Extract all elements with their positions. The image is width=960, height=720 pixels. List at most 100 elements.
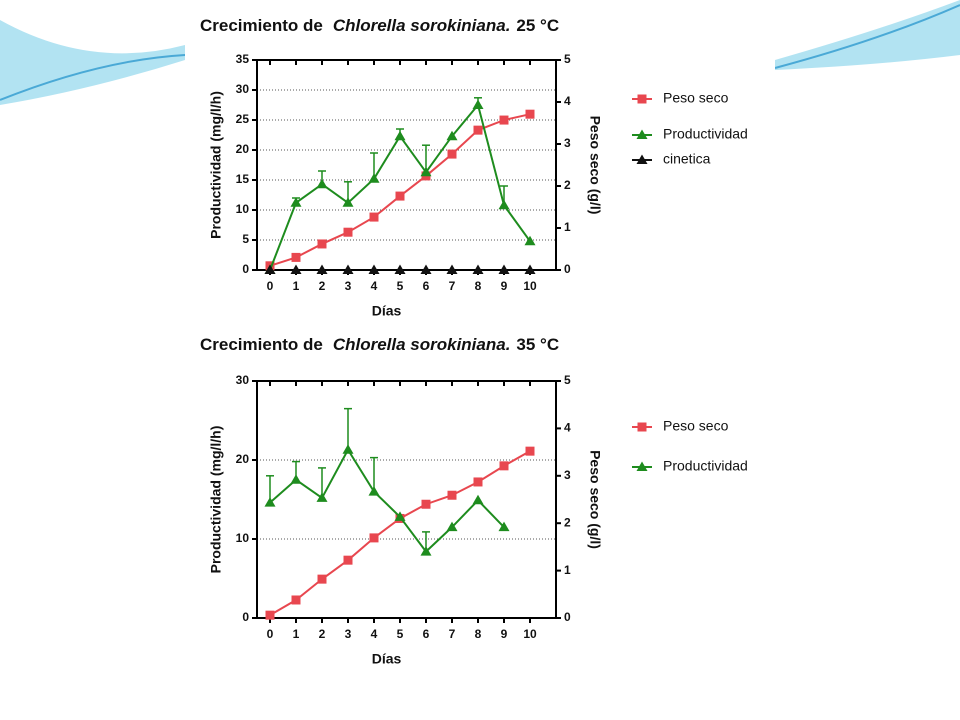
y2-tick-label: 1	[564, 220, 571, 234]
marker	[316, 492, 328, 502]
x-axis-label: Días	[372, 303, 402, 319]
x-tick-label: 2	[319, 279, 326, 293]
marker	[420, 264, 432, 274]
marker	[499, 461, 509, 471]
y2-tick-label: 2	[564, 515, 571, 529]
marker	[317, 239, 327, 249]
y-tick-label: 0	[242, 262, 249, 276]
marker	[498, 521, 510, 532]
y-tick-label: 30	[236, 373, 250, 387]
y2-axis-label: Peso seco (g/l)	[587, 116, 603, 215]
y2-tick-label: 1	[564, 563, 571, 577]
error-bar	[370, 456, 378, 492]
marker	[473, 477, 483, 487]
x-tick-label: 10	[523, 627, 537, 641]
marker	[446, 130, 458, 141]
title-part: Crecimiento de	[200, 335, 323, 354]
plot-frame	[256, 59, 557, 271]
x-tick-label: 2	[319, 627, 326, 641]
y-tick-label: 5	[242, 232, 249, 246]
series-line	[269, 447, 505, 554]
marker	[446, 264, 458, 274]
marker	[420, 166, 432, 177]
marker	[394, 511, 406, 521]
marker	[290, 197, 302, 207]
marker	[369, 212, 379, 222]
y-tick-label: 20	[236, 452, 250, 466]
y2-tick-label: 4	[564, 94, 571, 108]
y-tick-label: 30	[236, 82, 250, 96]
legend-marker	[636, 461, 648, 471]
title-part: Chlorella sorokiniana.	[333, 16, 511, 35]
title-part: Chlorella sorokiniana.	[333, 335, 511, 354]
legend-marker	[636, 154, 648, 164]
x-tick-label: 1	[293, 279, 300, 293]
marker	[368, 486, 380, 496]
legend-marker	[637, 422, 647, 432]
plot-frame	[256, 380, 557, 619]
marker	[447, 149, 457, 159]
swoosh	[775, 0, 960, 70]
y2-tick-label: 4	[564, 421, 571, 435]
marker	[342, 197, 354, 207]
y-tick-label: 20	[236, 142, 250, 156]
marker	[473, 125, 483, 135]
marker	[524, 235, 536, 246]
marker	[291, 252, 301, 262]
legend-label: Peso seco	[663, 90, 729, 106]
marker	[446, 521, 458, 532]
y-axis-label: Productividad (mg/l/h)	[208, 426, 224, 574]
y-tick-label: 10	[236, 531, 250, 545]
marker	[524, 264, 536, 274]
marker	[265, 610, 275, 620]
x-tick-label: 6	[423, 627, 430, 641]
y2-tick-label: 3	[564, 468, 571, 482]
legend-label: Peso seco	[663, 418, 729, 434]
marker	[343, 227, 353, 237]
x-axis-label: Días	[372, 651, 402, 667]
marker	[525, 109, 535, 119]
legend-marker	[636, 129, 648, 139]
marker	[472, 494, 484, 505]
y2-tick-label: 0	[564, 262, 571, 276]
legend-label: cinetica	[663, 151, 711, 167]
marker	[342, 444, 354, 454]
y-tick-label: 0	[242, 610, 249, 624]
x-tick-label: 5	[397, 279, 404, 293]
marker	[447, 490, 457, 500]
y-axis-label: Productividad (mg/l/h)	[208, 91, 224, 239]
y-tick-label: 25	[236, 112, 250, 126]
x-tick-label: 9	[501, 279, 508, 293]
marker	[368, 173, 380, 183]
x-tick-label: 8	[475, 627, 482, 641]
marker	[395, 191, 405, 201]
y2-tick-label: 5	[564, 52, 571, 66]
title-part: 25 °C	[516, 16, 559, 35]
marker	[368, 264, 380, 274]
marker	[420, 546, 432, 556]
marker	[369, 533, 379, 543]
y-tick-label: 35	[236, 52, 250, 66]
marker	[394, 130, 406, 141]
x-tick-label: 7	[449, 627, 456, 641]
x-tick-label: 8	[475, 279, 482, 293]
title-part: Crecimiento de	[200, 16, 323, 35]
marker	[264, 497, 276, 507]
y-tick-label: 15	[236, 172, 250, 186]
marker	[342, 264, 354, 274]
y2-tick-label: 2	[564, 178, 571, 192]
x-tick-label: 10	[523, 279, 537, 293]
x-tick-label: 4	[371, 627, 378, 641]
marker	[525, 446, 535, 456]
legend-label: Productividad	[663, 458, 748, 474]
x-tick-label: 1	[293, 627, 300, 641]
swoosh-line	[0, 54, 186, 101]
marker	[394, 264, 406, 274]
marker	[290, 264, 302, 274]
x-tick-label: 6	[423, 279, 430, 293]
y2-tick-label: 0	[564, 610, 571, 624]
y2-tick-label: 5	[564, 373, 571, 387]
marker	[472, 99, 484, 109]
marker	[499, 115, 509, 125]
x-tick-label: 0	[267, 627, 274, 641]
